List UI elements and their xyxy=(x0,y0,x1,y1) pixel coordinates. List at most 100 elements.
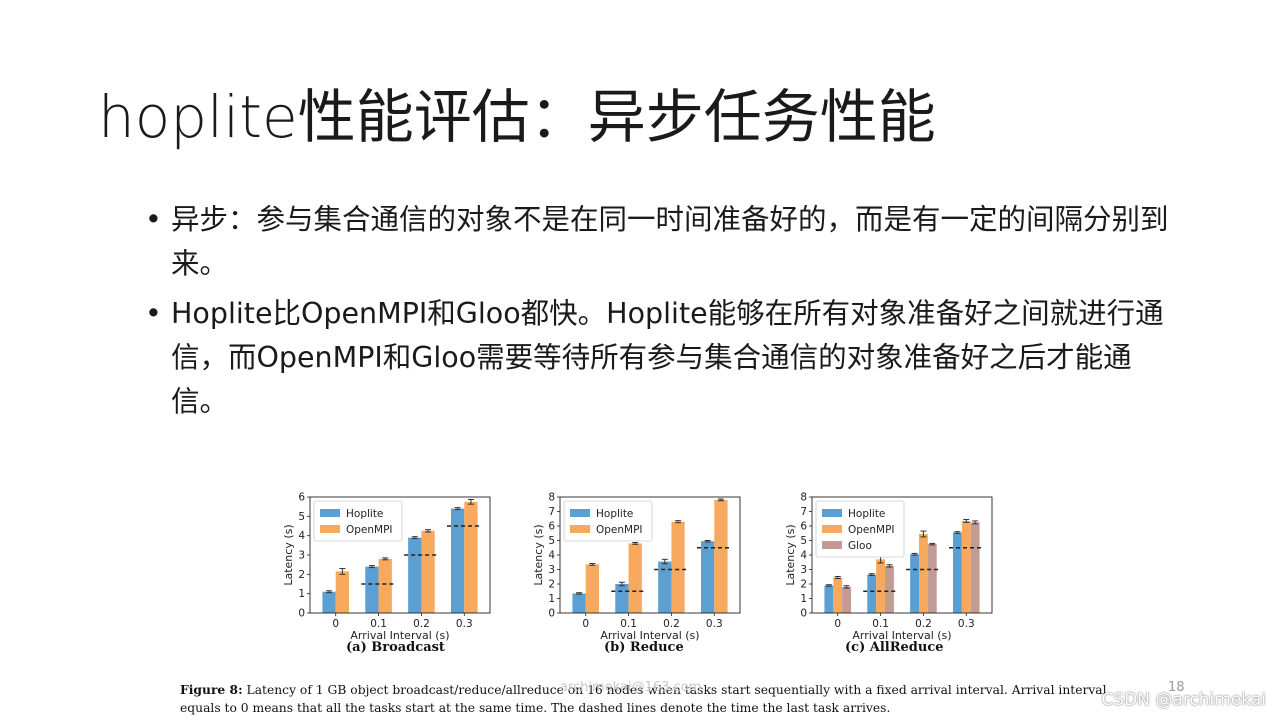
bullet-marker: • xyxy=(145,297,162,330)
bar-hoplite xyxy=(910,554,919,613)
bar-hoplite xyxy=(322,591,336,613)
y-tick-label: 1 xyxy=(800,593,807,605)
subcaption-allreduce: (c) AllReduce xyxy=(845,640,944,655)
bar-openmpi xyxy=(833,577,843,613)
legend-swatch xyxy=(320,509,340,517)
caption-label: Figure 8: xyxy=(180,682,243,697)
bar-hoplite xyxy=(408,537,422,613)
bullet-text: Hoplite比OpenMPI和Gloo都快。Hoplite能够在所有对象准备好… xyxy=(171,297,1164,418)
bar-openmpi xyxy=(421,530,435,613)
y-tick-label: 0 xyxy=(548,608,555,620)
y-tick-label: 7 xyxy=(548,506,555,518)
y-tick-label: 5 xyxy=(298,511,305,523)
y-tick-label: 8 xyxy=(800,492,807,504)
legend-swatch xyxy=(320,525,340,533)
x-tick-label: 0.2 xyxy=(663,618,680,630)
legend-label: Hoplite xyxy=(596,508,633,520)
x-tick-label: 0.1 xyxy=(620,618,637,630)
figure-charts: 0 1 2 3 4 5 6 0 0.1 0.2 0.3 Arrival Interval (s) Lat… xyxy=(282,492,993,642)
y-tick-label: 2 xyxy=(298,569,305,581)
bar-openmpi xyxy=(671,521,685,613)
bar-openmpi xyxy=(464,501,478,613)
bar-openmpi xyxy=(335,571,349,613)
legend-label: Hoplite xyxy=(848,508,885,520)
x-tick-label: 0 xyxy=(582,618,589,630)
bar-hoplite xyxy=(658,561,672,613)
x-tick-label: 0.3 xyxy=(456,618,473,630)
legend-swatch xyxy=(822,509,842,517)
subcaption-broadcast: (a) Broadcast xyxy=(346,640,445,655)
x-tick-label: 0 xyxy=(834,618,841,630)
y-tick-label: 2 xyxy=(548,579,555,591)
bullet-item: • 异步：参与集合通信的对象不是在同一时间准备好的，而是有一定的间隔分别到来。 xyxy=(145,198,1185,286)
bar-gloo xyxy=(927,544,937,613)
email-watermark: archimekai@163.com xyxy=(560,680,702,695)
x-axis-label: Arrival Interval (s) xyxy=(600,629,699,642)
y-tick-label: 3 xyxy=(298,550,305,562)
legend-label: OpenMPI xyxy=(346,524,393,536)
y-tick-label: 1 xyxy=(298,588,305,600)
bar-openmpi xyxy=(961,520,971,613)
y-tick-label: 6 xyxy=(548,521,555,533)
bar-openmpi xyxy=(714,499,728,613)
y-tick-label: 4 xyxy=(548,550,555,562)
y-tick-label: 3 xyxy=(548,564,555,576)
bar-openmpi xyxy=(628,543,642,613)
y-tick-label: 1 xyxy=(548,593,555,605)
x-tick-label: 0.1 xyxy=(872,618,889,630)
y-tick-label: 6 xyxy=(298,492,305,504)
x-tick-label: 0.3 xyxy=(958,618,975,630)
bar-gloo xyxy=(885,565,894,613)
bar-hoplite xyxy=(701,541,715,613)
y-axis-label: Latency (s) xyxy=(532,524,545,585)
figure-caption: Figure 8: Latency of 1 GB object broadca… xyxy=(180,681,1110,717)
x-axis-label: Arrival Interval (s) xyxy=(350,629,449,642)
bar-hoplite xyxy=(572,593,586,613)
bar-hoplite xyxy=(953,532,962,613)
legend-label: Gloo xyxy=(848,540,872,552)
csdn-watermark: CSDN @archimekai xyxy=(1101,690,1266,710)
plot-frame xyxy=(811,496,993,614)
slide-title: hoplite性能评估：异步任务性能 xyxy=(98,83,936,151)
y-tick-label: 0 xyxy=(298,608,305,620)
x-tick-label: 0.1 xyxy=(370,618,387,630)
y-axis-label: Latency (s) xyxy=(282,524,295,585)
y-tick-label: 4 xyxy=(800,550,807,562)
y-axis-label: Latency (s) xyxy=(784,524,797,585)
y-tick-label: 6 xyxy=(800,521,807,533)
chart-0: 0 1 2 3 4 5 6 0 0.1 0.2 0.3 Arrival Interval (s) Lat… xyxy=(282,492,491,642)
bar-openmpi xyxy=(585,564,599,613)
y-tick-label: 5 xyxy=(800,535,807,547)
page-number: 18 xyxy=(1168,680,1185,695)
bullet-text: 异步：参与集合通信的对象不是在同一时间准备好的，而是有一定的间隔分别到来。 xyxy=(171,203,1169,280)
bar-hoplite xyxy=(867,574,877,613)
legend-label: Hoplite xyxy=(346,508,383,520)
y-tick-label: 7 xyxy=(800,506,807,518)
bullet-item: • Hoplite比OpenMPI和Gloo都快。Hoplite能够在所有对象准… xyxy=(145,292,1185,424)
x-axis-label: Arrival Interval (s) xyxy=(852,629,951,642)
y-tick-label: 0 xyxy=(800,608,807,620)
legend-label: OpenMPI xyxy=(848,524,895,536)
x-tick-label: 0.2 xyxy=(915,618,932,630)
bar-openmpi xyxy=(378,558,392,613)
y-tick-label: 8 xyxy=(548,492,555,504)
bar-openmpi xyxy=(919,533,928,613)
bar-hoplite xyxy=(451,508,465,613)
bar-gloo xyxy=(970,522,980,613)
bullet-list: • 异步：参与集合通信的对象不是在同一时间准备好的，而是有一定的间隔分别到来。 … xyxy=(145,198,1185,430)
y-tick-label: 5 xyxy=(548,535,555,547)
legend-swatch xyxy=(570,525,590,533)
chart-2: 0 1 2 3 4 5 6 7 8 0 0.1 0.2 0.3 Arrival Interval (s) L… xyxy=(784,492,993,642)
x-tick-label: 0 xyxy=(332,618,339,630)
bar-hoplite xyxy=(615,584,629,613)
legend-swatch xyxy=(570,509,590,517)
y-tick-label: 2 xyxy=(800,579,807,591)
y-tick-label: 4 xyxy=(298,530,305,542)
bar-gloo xyxy=(842,586,851,613)
bar-openmpi xyxy=(876,559,885,613)
legend-swatch xyxy=(822,541,842,549)
bar-hoplite xyxy=(365,566,379,613)
x-tick-label: 0.3 xyxy=(706,618,723,630)
plot-frame xyxy=(559,496,741,614)
subcaption-reduce: (b) Reduce xyxy=(604,640,684,655)
